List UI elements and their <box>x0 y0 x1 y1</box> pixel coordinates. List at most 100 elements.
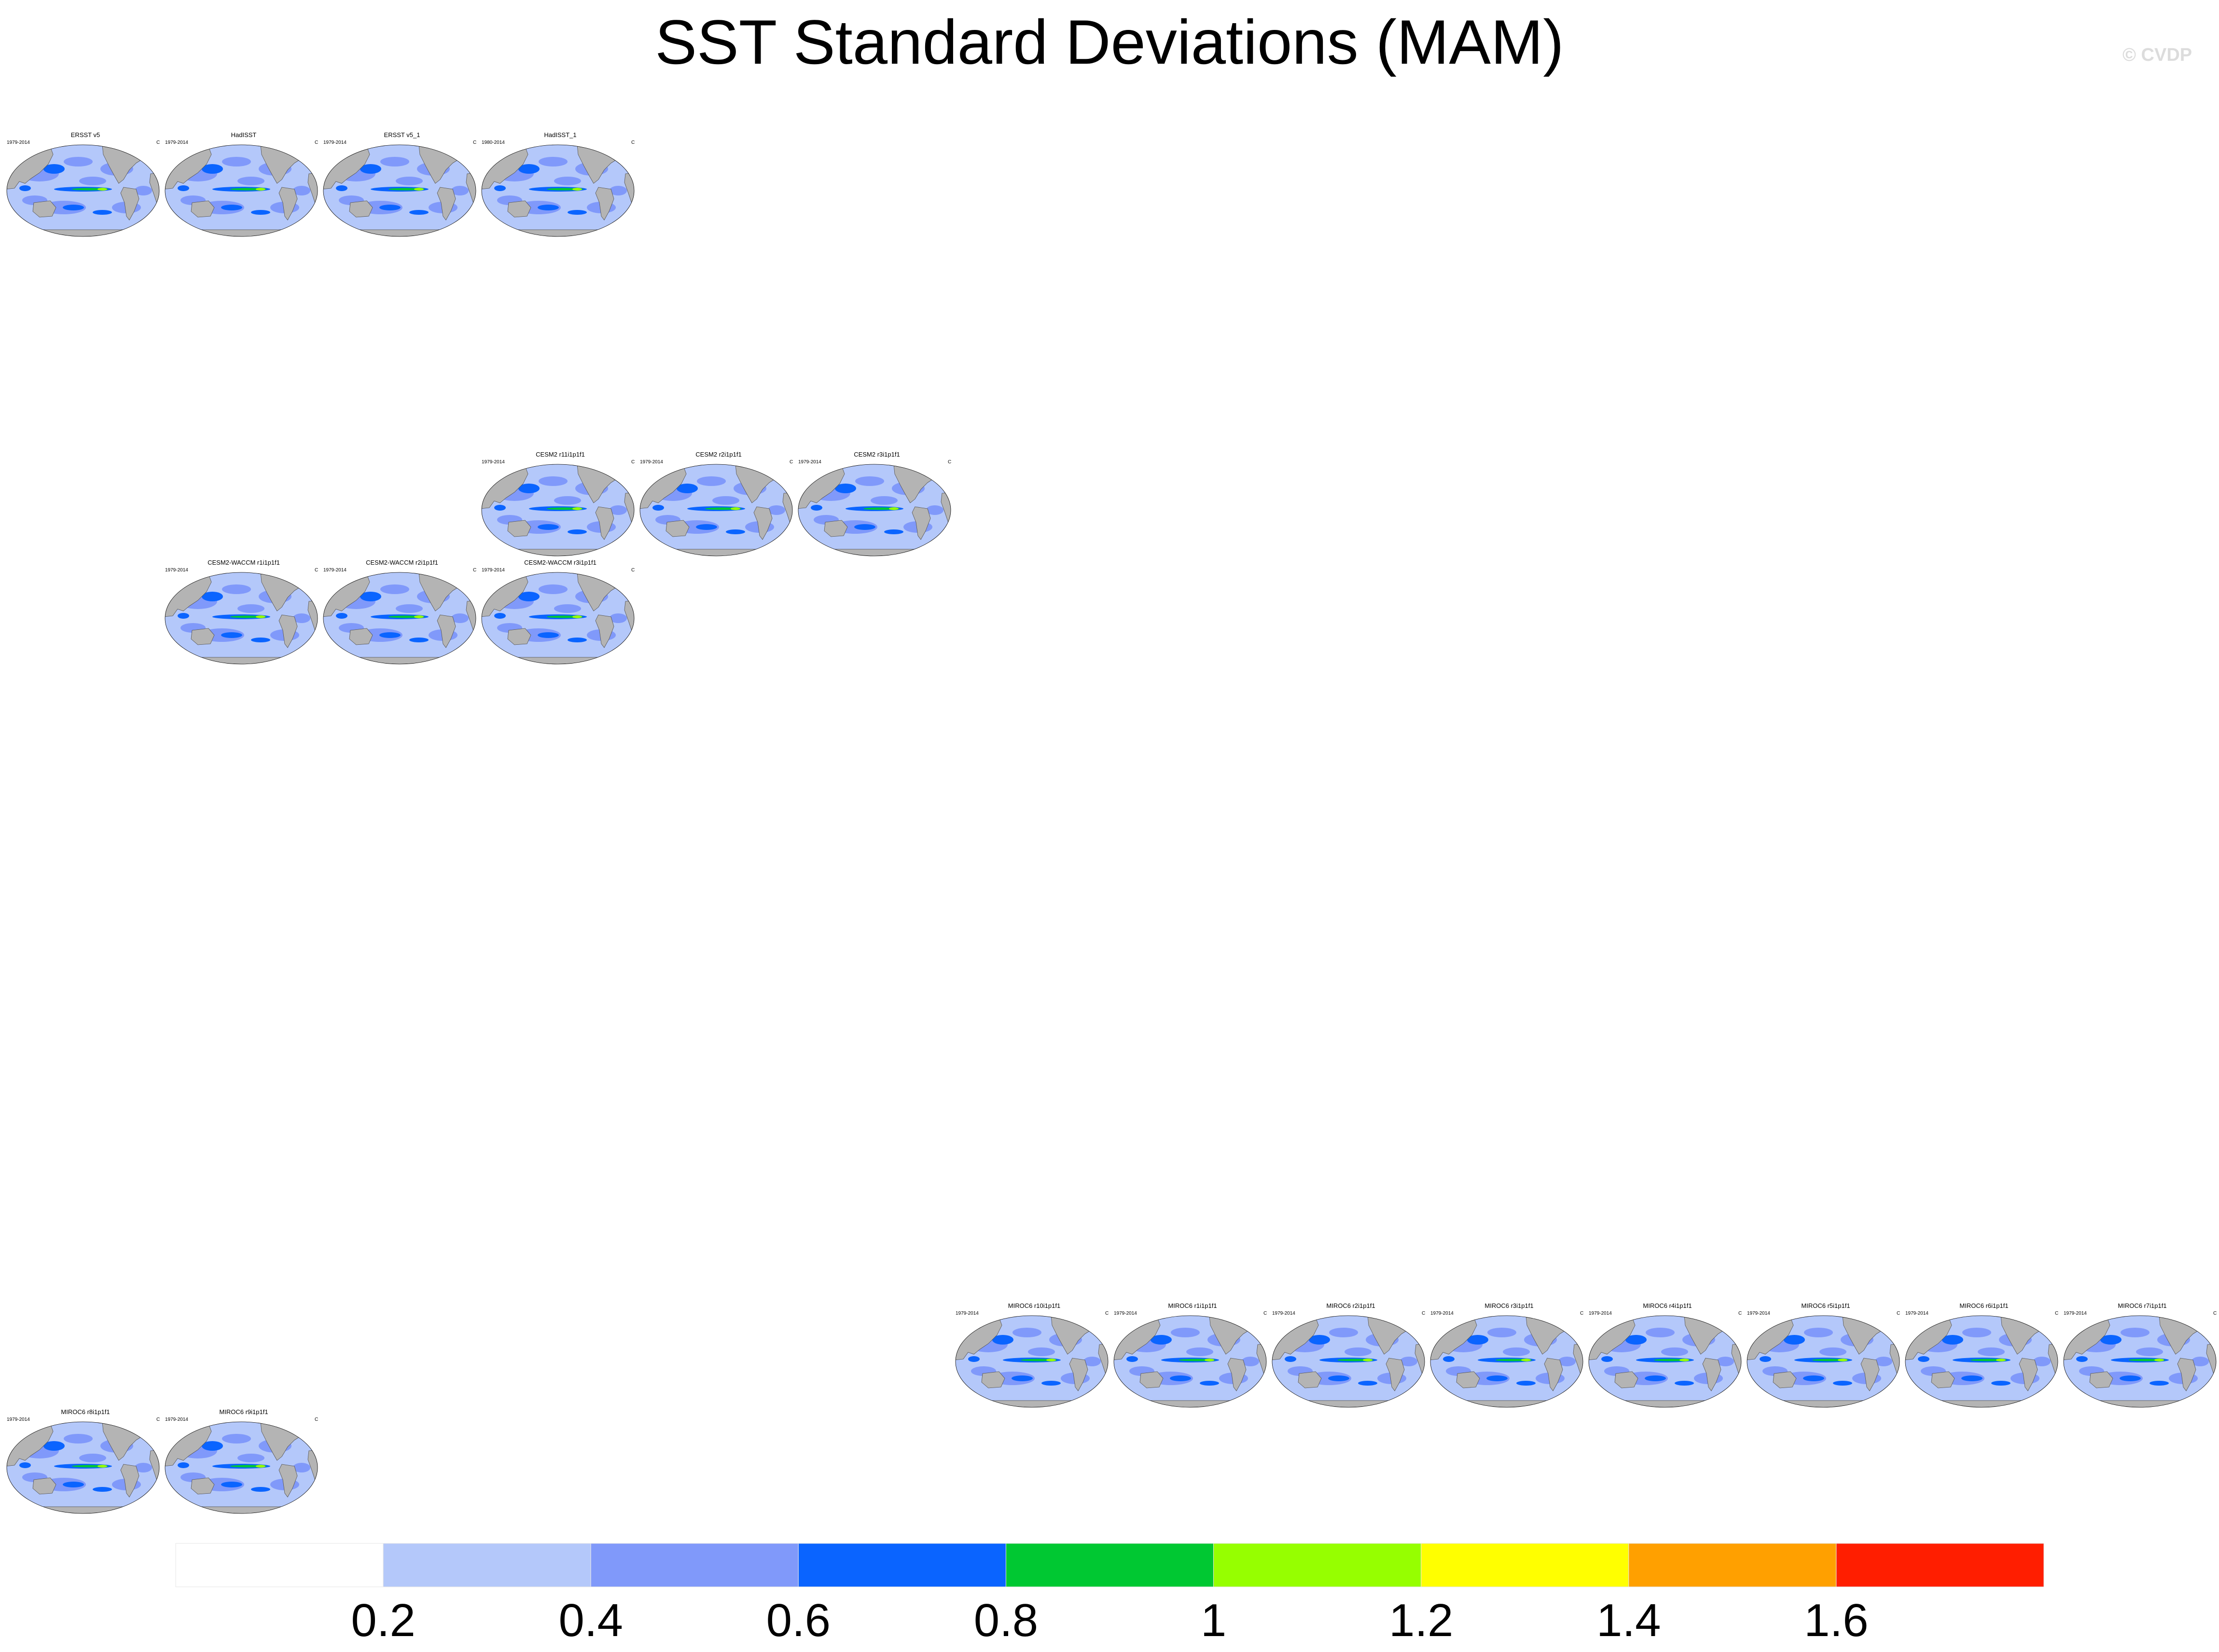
map-panel: CESM2 r3i1p1f1 1979-2014 C <box>797 451 957 561</box>
map-panel-years: 1979-2014 <box>2064 1311 2087 1316</box>
map-panel: HadISST_1 1980-2014 C <box>481 131 640 241</box>
map-panel: CESM2-WACCM r3i1p1f1 1979-2014 C <box>481 559 640 669</box>
map-panel-units: C <box>473 568 477 573</box>
sst-std-map <box>639 464 793 556</box>
colorbar-tick-label: 1.2 <box>1389 1595 1453 1646</box>
map-panel-units: C <box>1105 1311 1109 1316</box>
map-panel-units: C <box>948 459 952 465</box>
colorbar-segment <box>1213 1543 1422 1587</box>
map-panel-years: 1979-2014 <box>1589 1311 1612 1316</box>
map-panel-units: C <box>156 1417 160 1422</box>
map-panel: MIROC6 r9i1p1f1 1979-2014 C <box>164 1408 323 1518</box>
sst-std-map <box>1272 1315 1425 1408</box>
sst-std-map <box>6 1421 160 1514</box>
colorbar-segment <box>175 1543 384 1587</box>
map-panel-title: MIROC6 r7i1p1f1 <box>2118 1302 2167 1309</box>
map-panel-years: 1979-2014 <box>482 459 505 465</box>
map-panel: MIROC6 r4i1p1f1 1979-2014 C <box>1588 1302 1747 1412</box>
map-panel-title: HadISST_1 <box>544 131 577 139</box>
map-panel: MIROC6 r3i1p1f1 1979-2014 C <box>1429 1302 1589 1412</box>
map-panel-years: 1979-2014 <box>640 459 663 465</box>
sst-std-map <box>323 572 476 665</box>
watermark-credit: © CVDP <box>2122 45 2192 65</box>
map-panel-years: 1979-2014 <box>1430 1311 1454 1316</box>
map-panel-units: C <box>631 140 635 145</box>
map-panel: MIROC6 r1i1p1f1 1979-2014 C <box>1113 1302 1272 1412</box>
map-panel-years: 1979-2014 <box>165 1417 188 1422</box>
sst-std-map <box>2063 1315 2217 1408</box>
colorbar-segment <box>1836 1543 2044 1587</box>
map-panel-title: CESM2-WACCM r2i1p1f1 <box>366 559 438 566</box>
map-panel-years: 1979-2014 <box>798 459 821 465</box>
map-panel-years: 1979-2014 <box>323 140 347 145</box>
map-panel: MIROC6 r7i1p1f1 1979-2014 C <box>2063 1302 2219 1412</box>
map-panel-years: 1979-2014 <box>482 568 505 573</box>
map-panel-title: MIROC6 r6i1p1f1 <box>1959 1302 2009 1309</box>
page-title: SST Standard Deviations (MAM) <box>655 7 1564 77</box>
map-panel-title: ERSST v5_1 <box>384 131 420 139</box>
map-panel-title: CESM2-WACCM r1i1p1f1 <box>208 559 280 566</box>
colorbar-segment <box>590 1543 799 1587</box>
map-panel-units: C <box>1738 1311 1742 1316</box>
colorbar-tick-label: 0.4 <box>558 1595 623 1646</box>
colorbar-segment <box>798 1543 1006 1587</box>
colorbar-segment <box>383 1543 591 1587</box>
map-panel-title: MIROC6 r2i1p1f1 <box>1326 1302 1375 1309</box>
map-panel-title: CESM2 r11i1p1f1 <box>536 451 585 458</box>
map-panel-years: 1979-2014 <box>1747 1311 1770 1316</box>
map-panel-title: MIROC6 r5i1p1f1 <box>1801 1302 1850 1309</box>
colorbar-tick-label: 1.4 <box>1596 1595 1661 1646</box>
sst-std-map <box>1430 1315 1583 1408</box>
map-panel-title: ERSST v5 <box>70 131 100 139</box>
sst-std-map <box>165 1421 318 1514</box>
map-panel-units: C <box>156 140 160 145</box>
map-panel-units: C <box>2055 1311 2059 1316</box>
sst-std-map <box>481 144 635 237</box>
map-panel-units: C <box>1897 1311 1900 1316</box>
sst-std-map <box>1588 1315 1742 1408</box>
map-panel: CESM2-WACCM r1i1p1f1 1979-2014 C <box>164 559 323 669</box>
map-panel-title: HadISST <box>231 131 257 139</box>
map-panel-years: 1980-2014 <box>482 140 505 145</box>
sst-std-map <box>798 464 951 556</box>
map-panel-units: C <box>790 459 793 465</box>
sst-std-map <box>1113 1315 1267 1408</box>
map-panel-units: C <box>631 459 635 465</box>
map-panel-title: MIROC6 r3i1p1f1 <box>1484 1302 1534 1309</box>
map-panel-units: C <box>1422 1311 1426 1316</box>
map-panel: ERSST v5 1979-2014 C <box>6 131 165 241</box>
map-panel: MIROC6 r6i1p1f1 1979-2014 C <box>1904 1302 2064 1412</box>
map-panel-units: C <box>1580 1311 1584 1316</box>
sst-std-map <box>165 144 318 237</box>
sst-std-map <box>481 464 635 556</box>
map-panel-years: 1979-2014 <box>165 140 188 145</box>
map-panel: CESM2 r2i1p1f1 1979-2014 C <box>639 451 798 561</box>
map-panel-title: MIROC6 r9i1p1f1 <box>219 1408 268 1416</box>
map-panel-years: 1979-2014 <box>1905 1311 1928 1316</box>
map-panel: CESM2-WACCM r2i1p1f1 1979-2014 C <box>322 559 482 669</box>
map-panel-years: 1979-2014 <box>1114 1311 1137 1316</box>
colorbar-segment <box>1005 1543 1214 1587</box>
colorbar-tick-label: 1.6 <box>1804 1595 1868 1646</box>
map-panel-units: C <box>315 568 319 573</box>
map-panel-units: C <box>315 1417 319 1422</box>
map-panel-title: MIROC6 r4i1p1f1 <box>1643 1302 1692 1309</box>
sst-std-map <box>6 144 160 237</box>
sst-std-map <box>1747 1315 1900 1408</box>
map-panel: CESM2 r11i1p1f1 1979-2014 C <box>481 451 640 561</box>
sst-std-map <box>1905 1315 2058 1408</box>
map-panel-title: MIROC6 r1i1p1f1 <box>1168 1302 1217 1309</box>
map-panel-title: MIROC6 r8i1p1f1 <box>61 1408 110 1416</box>
map-panel: MIROC6 r8i1p1f1 1979-2014 C <box>6 1408 165 1518</box>
map-panel-years: 1979-2014 <box>323 568 347 573</box>
colorbar-tick-label: 0.6 <box>766 1595 831 1646</box>
map-panel-units: C <box>1263 1311 1267 1316</box>
map-panel-years: 1979-2014 <box>956 1311 979 1316</box>
sst-std-map <box>323 144 476 237</box>
map-panel-units: C <box>473 140 477 145</box>
colorbar-segment <box>1628 1543 1837 1587</box>
map-panel: MIROC6 r2i1p1f1 1979-2014 C <box>1271 1302 1430 1412</box>
map-panel-units: C <box>631 568 635 573</box>
colorbar-tick-label: 0.2 <box>351 1595 415 1646</box>
map-panel-years: 1979-2014 <box>1272 1311 1295 1316</box>
